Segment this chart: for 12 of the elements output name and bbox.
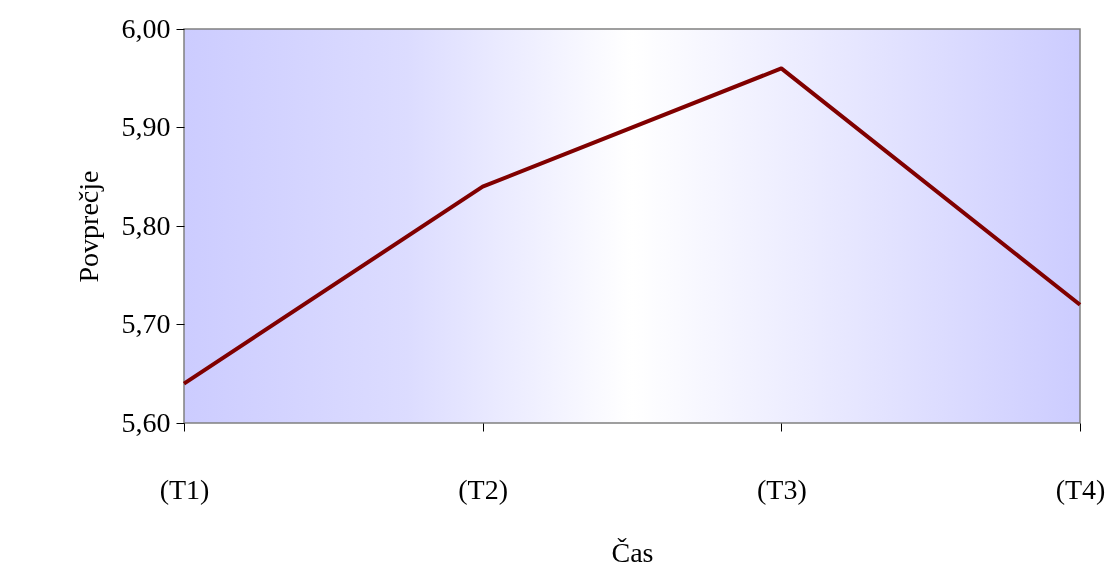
- y-axis-title: Povprečje: [72, 170, 104, 283]
- line-series: [182, 66, 1082, 386]
- y-tick-label: 5,90: [121, 111, 171, 142]
- x-tick-label: (T2): [458, 473, 509, 505]
- x-tick-label: (T1): [159, 473, 210, 505]
- x-tick-label: (T4): [1055, 473, 1106, 505]
- x-tick-label: (T3): [756, 473, 807, 505]
- x-axis-title: Čas: [611, 536, 654, 568]
- y-tick-label: 5,60: [121, 406, 171, 438]
- y-tick-label: 6,00: [121, 12, 171, 44]
- y-tick-label: 5,70: [121, 308, 171, 339]
- y-tick-label: 5,80: [121, 209, 171, 241]
